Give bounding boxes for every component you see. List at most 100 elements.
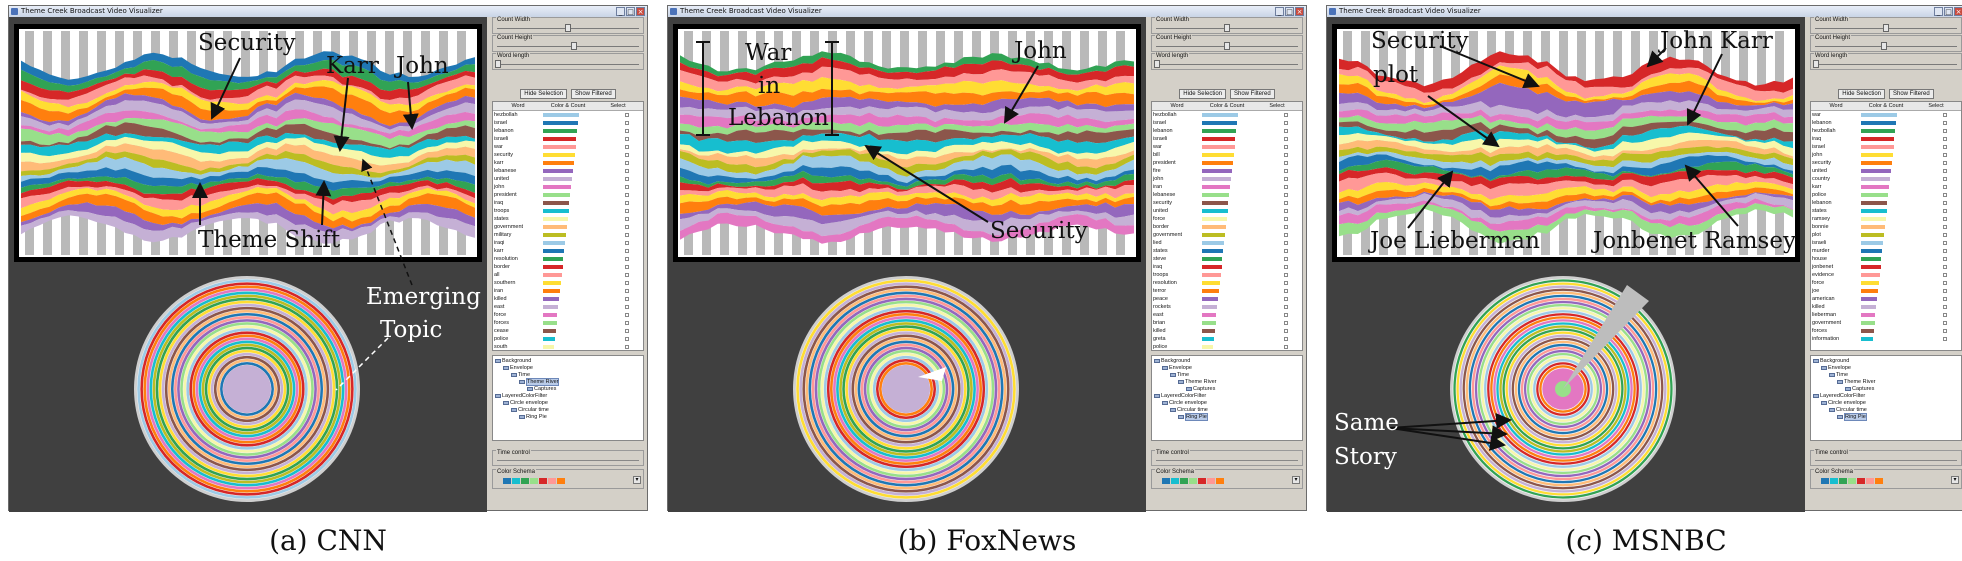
- table-row[interactable]: president: [493, 191, 643, 199]
- table-row[interactable]: lebanese: [493, 167, 643, 175]
- tree-node[interactable]: Theme River: [519, 378, 560, 386]
- col-select[interactable]: Select: [1928, 103, 1944, 109]
- select-checkbox[interactable]: [1943, 121, 1947, 125]
- table-row[interactable]: murder: [1811, 247, 1961, 255]
- table-row[interactable]: lebanon: [1811, 199, 1961, 207]
- table-row[interactable]: iraq: [493, 199, 643, 207]
- count-height-slider-thumb[interactable]: [1224, 42, 1230, 50]
- table-row[interactable]: troops: [493, 207, 643, 215]
- table-row[interactable]: ramsey: [1811, 215, 1961, 223]
- time-slider[interactable]: [1156, 460, 1298, 461]
- ring-pie[interactable]: [1327, 267, 1805, 512]
- tree-node[interactable]: Circular time: [1170, 407, 1208, 414]
- select-checkbox[interactable]: [1943, 233, 1947, 237]
- table-row[interactable]: security: [1811, 159, 1961, 167]
- select-checkbox[interactable]: [1284, 129, 1288, 133]
- theme-river[interactable]: [680, 31, 1134, 255]
- count-width-slider-thumb[interactable]: [565, 24, 571, 32]
- table-row[interactable]: hezbollah: [1152, 111, 1302, 119]
- select-checkbox[interactable]: [1284, 297, 1288, 301]
- select-checkbox[interactable]: [1284, 273, 1288, 277]
- table-row[interactable]: iraq: [1811, 135, 1961, 143]
- select-checkbox[interactable]: [1284, 145, 1288, 149]
- select-checkbox[interactable]: [625, 241, 629, 245]
- table-row[interactable]: lebanon: [1152, 127, 1302, 135]
- select-checkbox[interactable]: [625, 177, 629, 181]
- time-slider[interactable]: [497, 460, 639, 461]
- tree-node[interactable]: Theme River: [1837, 379, 1875, 386]
- select-checkbox[interactable]: [625, 121, 629, 125]
- table-row[interactable]: resolution: [493, 255, 643, 263]
- table-row[interactable]: killed: [493, 295, 643, 303]
- select-checkbox[interactable]: [1943, 193, 1947, 197]
- select-checkbox[interactable]: [1943, 241, 1947, 245]
- table-row[interactable]: states: [1811, 207, 1961, 215]
- select-checkbox[interactable]: [1284, 169, 1288, 173]
- select-checkbox[interactable]: [1284, 337, 1288, 341]
- tree-node[interactable]: Captures: [1845, 386, 1874, 393]
- table-row[interactable]: war: [1811, 111, 1961, 119]
- select-checkbox[interactable]: [625, 201, 629, 205]
- table-row[interactable]: united: [1152, 207, 1302, 215]
- col-word[interactable]: Word: [1170, 103, 1184, 109]
- table-row[interactable]: force: [1811, 279, 1961, 287]
- table-row[interactable]: killed: [1152, 327, 1302, 335]
- select-checkbox[interactable]: [1943, 257, 1947, 261]
- select-checkbox[interactable]: [1284, 249, 1288, 253]
- table-row[interactable]: joe: [1811, 287, 1961, 295]
- select-checkbox[interactable]: [1284, 121, 1288, 125]
- select-checkbox[interactable]: [625, 233, 629, 237]
- select-checkbox[interactable]: [1284, 265, 1288, 269]
- show-filtered-button[interactable]: Show Filtered: [1889, 89, 1934, 99]
- col-word[interactable]: Word: [1829, 103, 1843, 109]
- close-button[interactable]: ×: [1295, 7, 1304, 16]
- table-row[interactable]: war: [493, 143, 643, 151]
- table-row[interactable]: karr: [493, 247, 643, 255]
- tree-node[interactable]: Background: [495, 358, 531, 365]
- chevron-down-icon[interactable]: ▾: [633, 476, 641, 484]
- select-checkbox[interactable]: [1943, 217, 1947, 221]
- tree-node[interactable]: Captures: [527, 386, 556, 393]
- select-checkbox[interactable]: [1284, 161, 1288, 165]
- word-length-slider-thumb[interactable]: [1813, 60, 1819, 68]
- table-row[interactable]: country: [1811, 175, 1961, 183]
- select-checkbox[interactable]: [1284, 329, 1288, 333]
- count-height-slider-thumb[interactable]: [1881, 42, 1887, 50]
- count-height-slider-track[interactable]: [497, 46, 639, 47]
- table-row[interactable]: border: [493, 263, 643, 271]
- table-row[interactable]: bill: [1152, 151, 1302, 159]
- table-row[interactable]: american: [1811, 295, 1961, 303]
- select-checkbox[interactable]: [1943, 185, 1947, 189]
- table-row[interactable]: forces: [1811, 327, 1961, 335]
- chevron-down-icon[interactable]: ▾: [1292, 476, 1300, 484]
- col-color-count[interactable]: Color & Count: [550, 103, 586, 109]
- select-checkbox[interactable]: [1943, 305, 1947, 309]
- show-filtered-button[interactable]: Show Filtered: [571, 89, 616, 99]
- select-checkbox[interactable]: [625, 257, 629, 261]
- table-row[interactable]: government: [1152, 231, 1302, 239]
- table-row[interactable]: brian: [1152, 319, 1302, 327]
- word-length-slider-track[interactable]: [497, 64, 639, 65]
- table-row[interactable]: israel: [1152, 119, 1302, 127]
- table-row[interactable]: security: [1152, 199, 1302, 207]
- select-checkbox[interactable]: [1284, 217, 1288, 221]
- word-length-slider-track[interactable]: [1156, 64, 1298, 65]
- select-checkbox[interactable]: [625, 321, 629, 325]
- tree-node[interactable]: Envelope: [1162, 365, 1192, 372]
- table-row[interactable]: karr: [493, 159, 643, 167]
- table-row[interactable]: israel: [493, 119, 643, 127]
- count-width-slider-thumb[interactable]: [1883, 24, 1889, 32]
- select-checkbox[interactable]: [625, 169, 629, 173]
- color-schema-swatches[interactable]: [503, 478, 565, 484]
- select-checkbox[interactable]: [1284, 313, 1288, 317]
- select-checkbox[interactable]: [1943, 337, 1947, 341]
- col-color-count[interactable]: Color & Count: [1868, 103, 1904, 109]
- select-checkbox[interactable]: [1943, 169, 1947, 173]
- table-row[interactable]: hezbollah: [493, 111, 643, 119]
- select-checkbox[interactable]: [1943, 145, 1947, 149]
- table-row[interactable]: iran: [1152, 183, 1302, 191]
- tree-node[interactable]: Theme River: [1178, 379, 1216, 386]
- table-row[interactable]: plot: [1811, 231, 1961, 239]
- select-checkbox[interactable]: [625, 345, 629, 349]
- select-checkbox[interactable]: [1284, 137, 1288, 141]
